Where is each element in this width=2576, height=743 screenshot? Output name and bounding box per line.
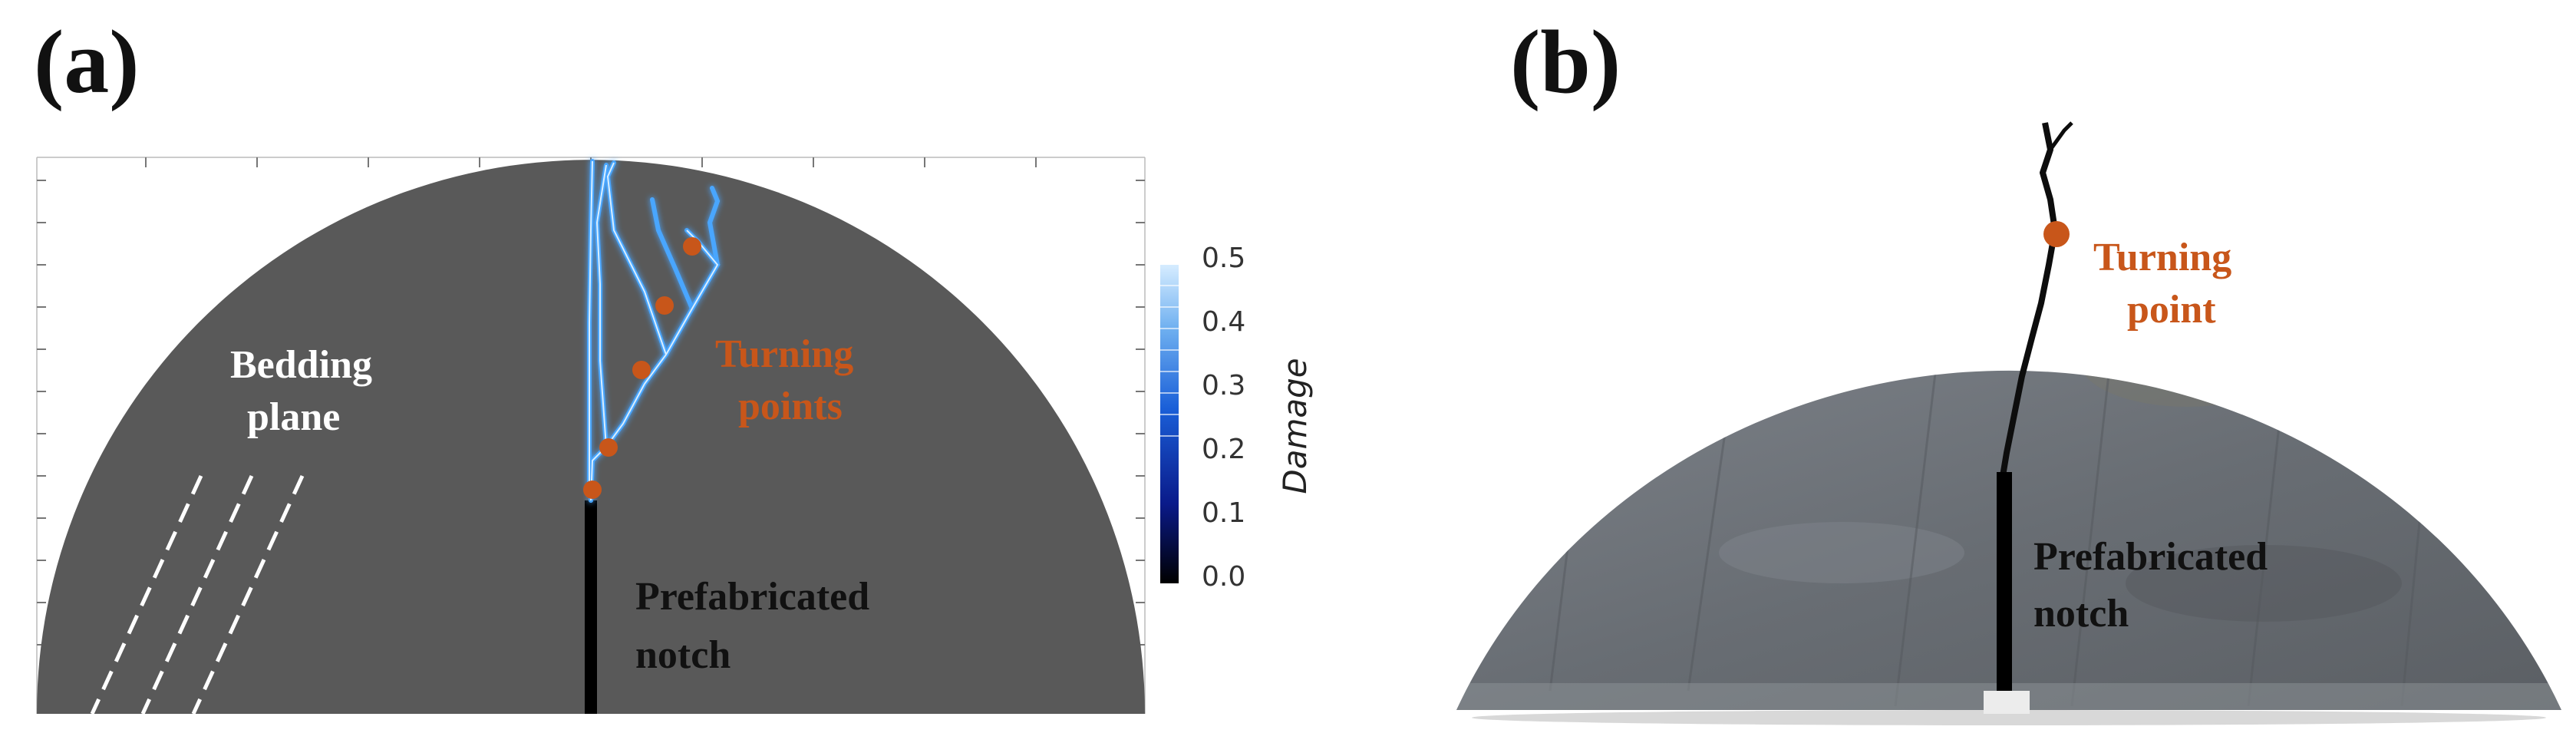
colorbar-tick-0.3: 0.3 (1202, 370, 1245, 401)
crack-branch-b (2048, 121, 2073, 151)
turning-point-b (2043, 221, 2070, 247)
damage-colorbar: 0.5 0.4 0.3 0.2 0.1 0.0 Damage (1160, 243, 1314, 593)
panel-a: Bedding plane Turning points Prefabricat… (36, 157, 1314, 715)
turning-points-a (583, 237, 701, 499)
colorbar-tick-0.4: 0.4 (1202, 306, 1245, 338)
bedding-plane-lines (90, 474, 305, 715)
turning-label-b-line2: point (2127, 288, 2216, 332)
crack-core (589, 160, 719, 501)
colorbar-tick-0.5: 0.5 (1202, 243, 1245, 274)
colorbar-tick-0.1: 0.1 (1202, 497, 1245, 529)
turning-point-2 (599, 438, 618, 457)
colorbar-gradient (1160, 265, 1179, 583)
notch-label-a-line1: Prefabricated (635, 575, 869, 619)
turning-point-4 (655, 296, 674, 315)
turning-label-a-line1: Turning (715, 332, 853, 376)
colorbar-tick-0.0: 0.0 (1202, 561, 1245, 593)
turning-point-1 (583, 480, 602, 499)
turning-label-a-line2: points (738, 385, 843, 428)
colorbar-title: Damage (1276, 358, 1314, 494)
frame-ticks (36, 157, 1146, 714)
notch-a (585, 500, 597, 714)
turning-point-3 (632, 361, 651, 379)
bedding-label-line1: Bedding (230, 343, 372, 387)
notch-b (1997, 472, 2012, 706)
crack-b (2000, 122, 2058, 477)
turning-point-5 (683, 237, 701, 256)
colorbar-tick-0.2: 0.2 (1202, 434, 1245, 465)
notch-chip (1984, 691, 2030, 714)
notch-label-b-line2: notch (2033, 592, 2129, 636)
panel-a-label: (a) (34, 12, 140, 112)
turning-label-b-line1: Turning (2093, 236, 2231, 279)
panel-b-label: (b) (1510, 12, 1621, 112)
bedding-label-line2: plane (247, 395, 340, 439)
panel-b: Turning point Prefabricated notch (1456, 121, 2561, 725)
notch-label-b-line1: Prefabricated (2033, 535, 2268, 579)
notch-label-a-line2: notch (635, 633, 731, 677)
specimen-shadow (1472, 710, 2546, 725)
